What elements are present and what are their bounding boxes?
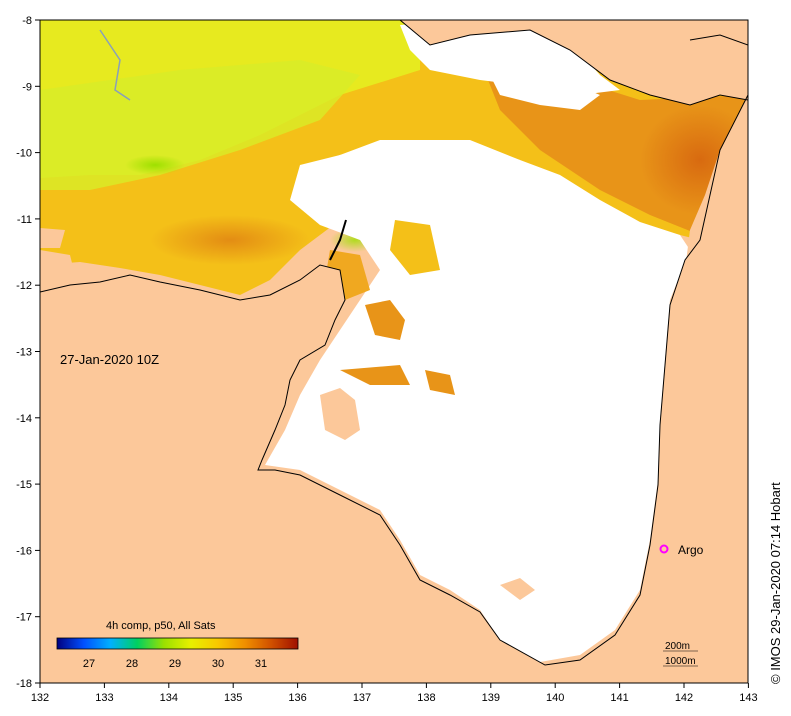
- land-cape-york: [660, 95, 748, 683]
- lon-tick-label: 134: [160, 692, 178, 704]
- lat-tick-label: -14: [16, 413, 32, 425]
- lat-tick-label: -18: [16, 678, 32, 690]
- lat-tick-label: -16: [16, 545, 32, 557]
- lon-tick-label: 140: [546, 692, 564, 704]
- lon-tick-label: 141: [610, 692, 628, 704]
- land-melville-island: [40, 250, 75, 280]
- colorbar-tick-label: 27: [83, 658, 95, 670]
- sst-warm-patch: [150, 215, 310, 265]
- lat-tick-label: -12: [16, 280, 32, 292]
- argo-float-marker: [659, 544, 669, 554]
- coastline-island-chain: [329, 219, 347, 261]
- colorbar-tick-label: 31: [255, 658, 267, 670]
- longitude-axis: 132 133 134 135 136 137 138 139 140 141 142 143: [31, 683, 758, 704]
- coastline-strait-islands: [689, 34, 748, 46]
- lon-tick-label: 142: [675, 692, 693, 704]
- depth-label-200m: 200m: [665, 641, 690, 652]
- lat-tick-label: -15: [16, 479, 32, 491]
- colorbar-tick-label: 28: [126, 658, 138, 670]
- lon-tick-label: 138: [417, 692, 435, 704]
- lat-tick-label: -11: [17, 214, 32, 226]
- lat-tick-label: -17: [16, 612, 32, 624]
- lon-tick-label: 133: [95, 692, 113, 704]
- sst-gulf-patch-4: [390, 220, 440, 275]
- lon-tick-label: 143: [739, 692, 757, 704]
- lon-tick-label: 132: [31, 692, 49, 704]
- sst-gulf-patch-3: [425, 370, 455, 395]
- sst-gulf-patch-1: [365, 300, 405, 340]
- lon-tick-label: 136: [288, 692, 306, 704]
- colorbar-ticks: 27 28 29 30 31: [83, 658, 267, 670]
- land-wellesley-islands: [500, 578, 535, 600]
- no-data-gulf: [265, 145, 690, 662]
- colorbar-tick-label: 30: [212, 658, 224, 670]
- colorbar: [56, 637, 299, 650]
- land-groote-eylandt: [320, 388, 360, 440]
- depth-label-1000m: 1000m: [665, 656, 696, 667]
- sst-gulf-patch-2: [340, 365, 410, 385]
- lat-tick-label: -13: [16, 347, 32, 359]
- lat-tick-label: -9: [22, 81, 32, 93]
- lat-tick-label: -8: [22, 15, 32, 27]
- river-fly: [99, 29, 131, 101]
- colorbar-tick-label: 29: [169, 658, 181, 670]
- land-northern-territory: [40, 240, 748, 683]
- land-new-guinea: [400, 20, 748, 105]
- coastline: [40, 94, 748, 666]
- latitude-axis: -8 -9 -10 -11 -12 -13 -14 -15 -16 -17 -18: [16, 15, 40, 690]
- argo-label: Argo: [678, 543, 704, 557]
- lon-tick-label: 137: [353, 692, 371, 704]
- no-data-cloud-1: [300, 140, 520, 200]
- lon-tick-label: 135: [224, 692, 242, 704]
- no-data-cloud-3: [490, 75, 600, 110]
- coastline-north: [399, 20, 748, 106]
- sst-green-patch: [125, 155, 185, 175]
- imos-credit: © IMOS 29-Jan-2020 07:14 Hobart: [768, 482, 783, 684]
- timestamp-label: 27-Jan-2020 10Z: [60, 352, 159, 367]
- lon-tick-label: 139: [482, 692, 500, 704]
- lat-tick-label: -10: [16, 148, 32, 160]
- product-label: 4h comp, p50, All Sats: [106, 620, 216, 632]
- land-bathurst-island: [40, 228, 65, 248]
